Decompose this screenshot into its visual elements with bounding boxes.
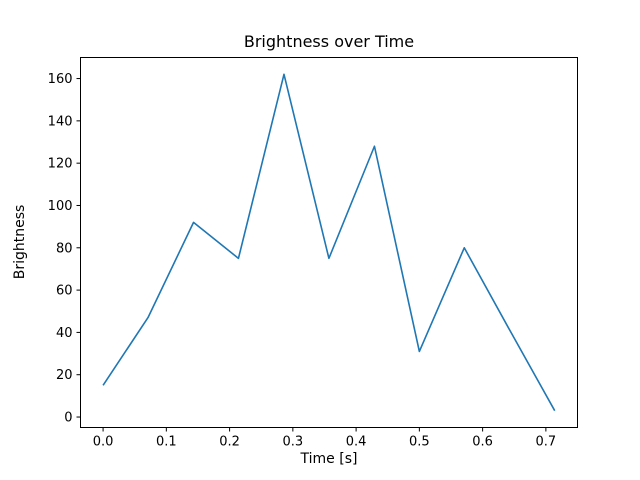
y-tick-label: 100 — [48, 199, 73, 214]
y-tick-label: 0 — [64, 411, 72, 426]
y-tick-label: 20 — [56, 368, 73, 383]
axes-spines — [80, 57, 578, 428]
y-tick-label: 40 — [56, 326, 73, 341]
x-tick-label: 0.1 — [156, 435, 177, 450]
x-tick-label: 0.6 — [472, 435, 493, 450]
y-axis-label: Brightness — [12, 205, 28, 280]
y-tick-label: 80 — [56, 241, 73, 256]
x-tick-label: 0.0 — [93, 435, 114, 450]
x-tick-label: 0.7 — [536, 435, 557, 450]
x-tick-label: 0.3 — [283, 435, 304, 450]
data-line-brightness — [102, 73, 556, 412]
x-tick-label: 0.4 — [346, 435, 367, 450]
x-tick-label: 0.2 — [219, 435, 240, 450]
y-tick-label: 60 — [56, 284, 73, 299]
y-tick-label: 140 — [48, 114, 73, 129]
y-tick-label: 160 — [48, 72, 73, 87]
x-tick-label: 0.5 — [409, 435, 430, 450]
chart-title: Brightness over Time — [244, 32, 414, 51]
x-axis-label: Time [s] — [300, 451, 358, 467]
y-tick-label: 120 — [48, 157, 73, 172]
plot-area: 0.0 0.1 0.2 0.3 0.4 0.5 0.6 0.7 0 20 40 60 80 100 120 1… — [48, 57, 578, 450]
